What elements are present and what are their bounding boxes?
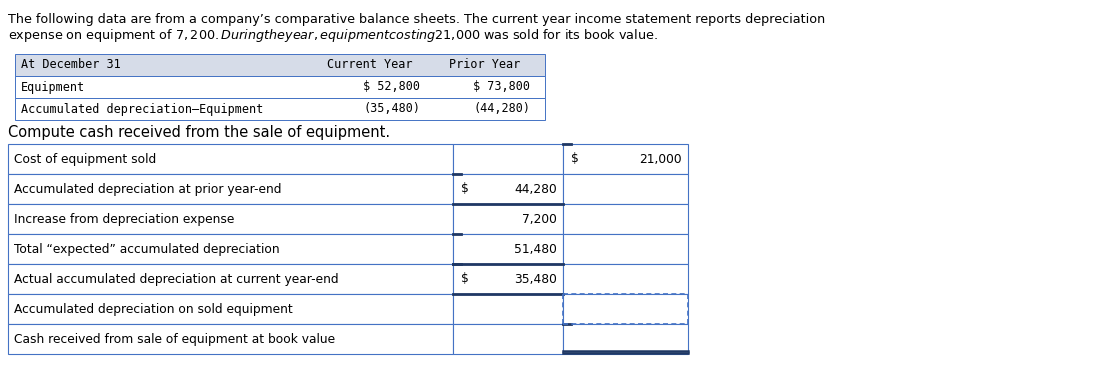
Text: (44,280): (44,280) (473, 103, 530, 115)
Text: Accumulated depreciation on sold equipment: Accumulated depreciation on sold equipme… (14, 303, 293, 315)
Text: Compute cash received from the sale of equipment.: Compute cash received from the sale of e… (8, 125, 390, 140)
Bar (453, 204, 563, 234)
Text: Cash received from sale of equipment at book value: Cash received from sale of equipment at … (14, 332, 336, 346)
Bar (453, 174, 563, 204)
Text: $: $ (571, 152, 579, 166)
Bar (8, 294, 453, 324)
Bar (8, 144, 453, 174)
Text: 7,200: 7,200 (522, 212, 557, 226)
Bar (8, 264, 453, 294)
Text: 21,000: 21,000 (639, 152, 682, 166)
Bar (453, 144, 563, 174)
Text: At December 31: At December 31 (21, 58, 121, 72)
Bar (453, 294, 563, 324)
Text: $: $ (461, 183, 469, 195)
Text: (35,480): (35,480) (363, 103, 420, 115)
Text: 51,480: 51,480 (514, 243, 557, 255)
Bar (563, 144, 688, 174)
Bar (8, 324, 453, 354)
Text: Cost of equipment sold: Cost of equipment sold (14, 152, 157, 166)
Bar (8, 204, 453, 234)
Bar (563, 234, 688, 264)
Text: $: $ (461, 272, 469, 286)
Text: Actual accumulated depreciation at current year-end: Actual accumulated depreciation at curre… (14, 272, 339, 286)
Bar (8, 234, 453, 264)
Bar (563, 324, 688, 354)
Text: Total “expected” accumulated depreciation: Total “expected” accumulated depreciatio… (14, 243, 280, 255)
Text: Accumulated depreciation at prior year-end: Accumulated depreciation at prior year-e… (14, 183, 281, 195)
Text: The following data are from a company’s comparative balance sheets. The current : The following data are from a company’s … (8, 13, 825, 26)
Text: $ 52,800: $ 52,800 (363, 80, 420, 94)
Text: Accumulated depreciation–Equipment: Accumulated depreciation–Equipment (21, 103, 263, 115)
Text: Prior Year: Prior Year (449, 58, 521, 72)
Bar (453, 234, 563, 264)
Bar (563, 264, 688, 294)
Bar (16, 54, 546, 76)
Bar (453, 324, 563, 354)
Bar (563, 174, 688, 204)
Bar (453, 264, 563, 294)
Bar (8, 174, 453, 204)
Text: Increase from depreciation expense: Increase from depreciation expense (14, 212, 234, 226)
Text: 44,280: 44,280 (514, 183, 557, 195)
Bar (563, 204, 688, 234)
Text: Equipment: Equipment (21, 80, 86, 94)
Text: 35,480: 35,480 (514, 272, 557, 286)
Bar (16, 76, 546, 98)
Text: Current Year: Current Year (328, 58, 413, 72)
Bar (563, 294, 688, 324)
Text: expense on equipment of $7,200. During the year, equipment costing $21,000 was s: expense on equipment of $7,200. During t… (8, 27, 658, 44)
Bar (16, 98, 546, 120)
Text: $ 73,800: $ 73,800 (473, 80, 530, 94)
